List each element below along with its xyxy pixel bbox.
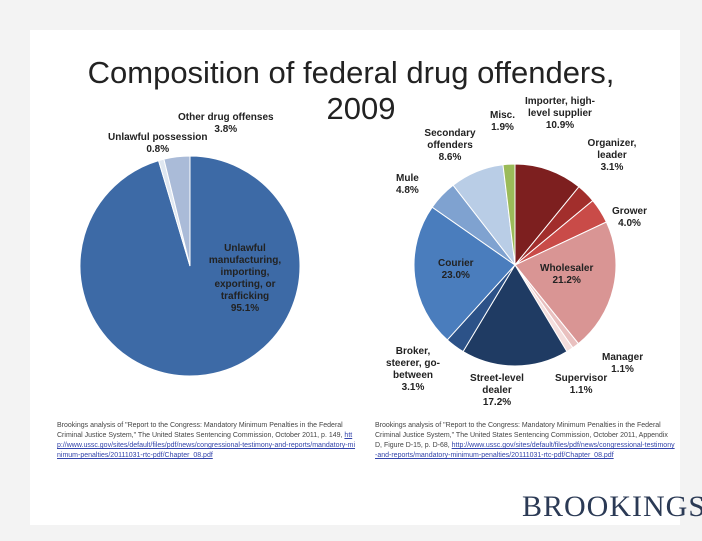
pie-slice-0-2	[163, 155, 191, 267]
label-grower: Grower 4.0%	[612, 206, 648, 229]
label-manager: Manager 1.1%	[602, 352, 644, 375]
pie-slice-1-8	[413, 206, 516, 341]
label-other-drug: Other drug offenses 3.8%	[178, 112, 274, 135]
chart-title-year: 2009	[326, 91, 396, 126]
label-misc: Misc. 1.9%	[490, 110, 516, 133]
label-secondary: Secondary offenders 8.6%	[424, 128, 476, 163]
brookings-logo: BROOKINGS	[522, 490, 702, 523]
source-left: Brookings analysis of "Report to the Con…	[57, 422, 356, 459]
source-right-link[interactable]: http://www.ussc.gov/sites/default/files/…	[375, 442, 675, 459]
label-broker: Broker, steerer, go-between 3.1%	[386, 346, 440, 393]
label-importer: Importer, high-level supplier 10.9%	[525, 96, 595, 131]
label-courier: Courier 23.0%	[438, 258, 474, 281]
label-possession: Unlawful possession 0.8%	[108, 132, 208, 155]
pie-slice-1-11	[502, 163, 516, 266]
label-trafficking: Unlawful manufacturing, importing, expor…	[208, 243, 282, 314]
source-right: Brookings analysis of "Report to the Con…	[375, 422, 675, 459]
label-organizer: Organizer, leader 3.1%	[587, 138, 637, 173]
pie-slice-1-6	[462, 264, 568, 367]
chart-title: Composition of federal drug offenders,	[87, 55, 615, 90]
pie-slice-1-3	[514, 221, 617, 345]
source-left-link[interactable]: http://www.ussc.gov/sites/default/files/…	[57, 432, 356, 459]
label-mule: Mule 4.8%	[396, 173, 419, 196]
label-street-dealer: Street-level dealer 17.2%	[470, 373, 524, 408]
label-supervisor: Supervisor 1.1%	[555, 373, 608, 396]
label-wholesaler: Wholesaler 21.2%	[540, 263, 594, 286]
pie-slice-1-0	[514, 163, 580, 267]
